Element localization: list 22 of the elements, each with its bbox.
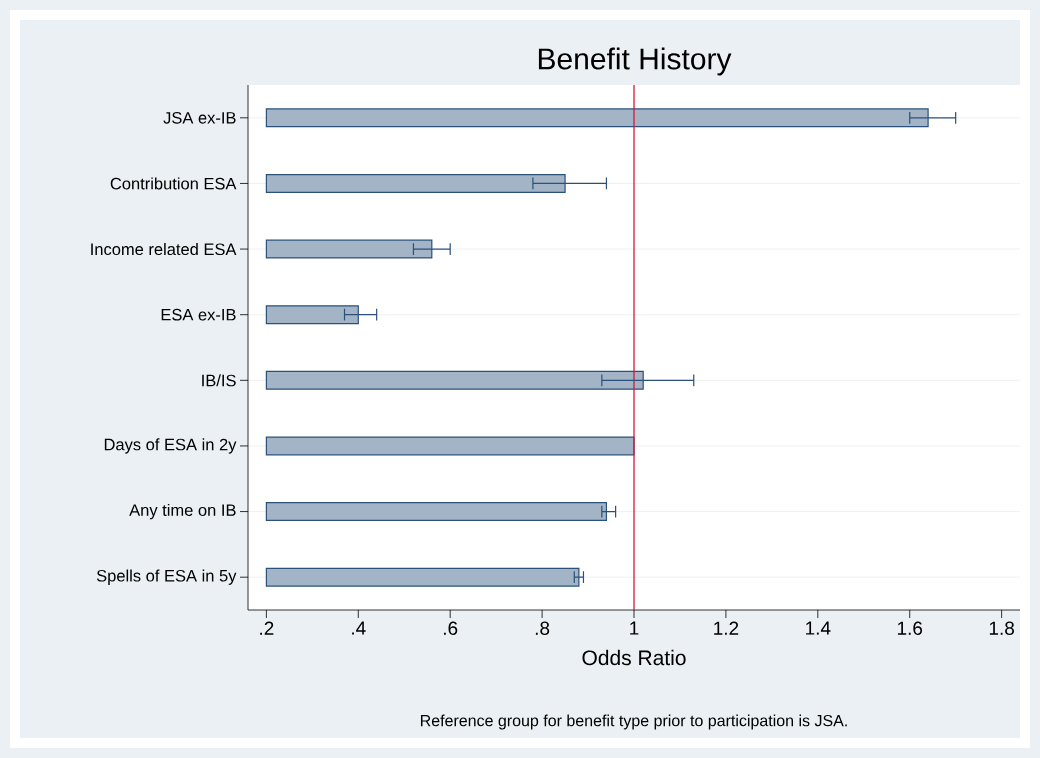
x-tick-label: 1.4 bbox=[806, 621, 831, 635]
x-tick-label: 1.6 bbox=[897, 621, 923, 635]
y-tick-label: Spells of ESA in 5y bbox=[96, 569, 237, 585]
chart-title: Benefit History bbox=[538, 47, 732, 76]
x-tick-label: .4 bbox=[352, 621, 366, 635]
bar bbox=[265, 567, 580, 587]
x-axis-title: Odds Ratio bbox=[582, 649, 686, 666]
x-tick-label: 1 bbox=[630, 621, 639, 635]
y-tick-label: Any time on IB bbox=[129, 503, 236, 520]
text: Reference group for benefit type prior to participation is JSA. bbox=[420, 714, 847, 730]
x-tick-label: .6 bbox=[444, 621, 458, 635]
y-tick-label: Income related ESA bbox=[91, 243, 237, 256]
y-tick-label: ESA ex-IB bbox=[161, 308, 236, 321]
y-tick-label: JSA ex-IB bbox=[163, 111, 236, 124]
x-tick-label: .2 bbox=[260, 621, 274, 635]
x-tick-label: 1.2 bbox=[714, 621, 739, 635]
y-tick-label: IB/IS bbox=[202, 374, 236, 387]
bar bbox=[265, 436, 635, 456]
x-tick-label: 1.8 bbox=[989, 621, 1014, 635]
x-tick-label: .8 bbox=[535, 621, 550, 635]
y-tick-label: Days of ESA in 2y bbox=[104, 438, 237, 454]
y-tick-label: Contribution ESA bbox=[110, 177, 237, 190]
